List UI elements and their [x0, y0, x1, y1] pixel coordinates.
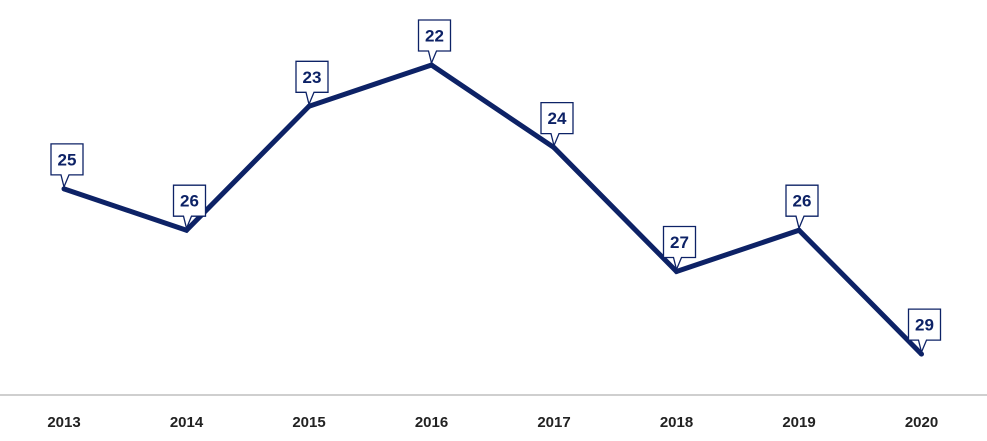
data-label-2017: 24 — [540, 101, 574, 148]
x-tick-label-2020: 2020 — [905, 414, 938, 431]
data-label-value-2018: 27 — [670, 233, 689, 252]
data-point-2013 — [61, 186, 67, 192]
data-label-value-2020: 29 — [915, 316, 934, 335]
data-point-2018 — [674, 269, 679, 274]
x-tick-label-2013: 2013 — [47, 414, 80, 431]
data-label-value-2013: 25 — [58, 150, 77, 169]
x-tick-label-2014: 2014 — [170, 414, 204, 431]
data-point-2016 — [429, 62, 434, 68]
data-label-value-2014: 26 — [180, 192, 199, 211]
data-label-callout-box — [907, 308, 942, 355]
data-label-callout-box — [662, 225, 697, 272]
x-tick-label-2015: 2015 — [292, 414, 325, 431]
data-label-2016: 22 — [417, 19, 452, 66]
data-label-callout-box — [785, 184, 819, 231]
x-tick-label-2017: 2017 — [537, 414, 570, 431]
x-tick-label-2019: 2019 — [782, 414, 815, 431]
data-label-2018: 27 — [662, 225, 697, 272]
data-point-2014 — [184, 227, 189, 233]
series-line-group — [61, 62, 924, 357]
data-label-callout-box — [50, 143, 84, 189]
data-label-callout-box — [172, 184, 207, 231]
data-label-value-2017: 24 — [548, 109, 567, 128]
x-tick-label-2016: 2016 — [415, 414, 448, 431]
x-axis-tick-labels: 2013 2014 2015 2016 2017 2018 2019 2020 — [47, 414, 938, 431]
data-label-callout-box — [417, 19, 452, 66]
data-point-2020 — [919, 351, 924, 357]
data-label-2013: 25 — [50, 143, 84, 189]
series-line — [63, 62, 924, 356]
data-label-callout-box — [295, 60, 329, 107]
data-labels-group: 25 26 23 22 24 27 26 29 — [50, 19, 942, 355]
data-label-2014: 26 — [172, 184, 207, 231]
data-label-2015: 23 — [295, 60, 329, 107]
data-label-2020: 29 — [907, 308, 942, 355]
data-label-value-2015: 23 — [303, 68, 322, 87]
data-point-2017 — [551, 145, 557, 151]
data-point-2015 — [306, 103, 312, 109]
data-label-2019: 26 — [785, 184, 819, 231]
data-label-value-2019: 26 — [793, 192, 812, 211]
data-label-value-2016: 22 — [425, 27, 444, 46]
x-tick-label-2018: 2018 — [660, 414, 693, 431]
data-label-callout-box — [540, 101, 574, 148]
data-point-2019 — [796, 227, 802, 233]
